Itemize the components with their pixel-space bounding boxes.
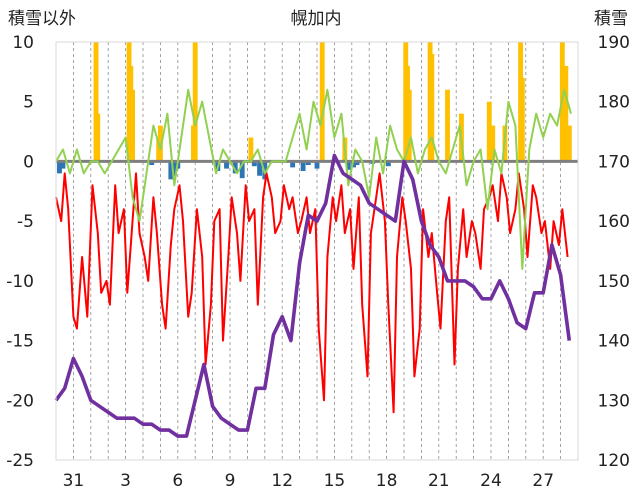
x-ticks: 31 3 6 9 12 15 18 21 24 27 (63, 471, 554, 491)
precipitation-bar (157, 125, 163, 162)
precipitation-bar (519, 77, 525, 162)
snow_change-bar (351, 161, 356, 168)
y-right-tick-label: 180 (598, 93, 630, 113)
snow_change-bar (168, 161, 174, 180)
x-tick-label: 15 (324, 471, 346, 491)
x-tick-label: 18 (376, 471, 398, 491)
snow_change-bar (251, 161, 257, 167)
precipitation-bar (248, 137, 254, 162)
snow_change-bar (385, 161, 391, 167)
precipitation-bar (486, 101, 492, 162)
y-left-tick-label: -5 (17, 212, 34, 232)
x-tick-label: 21 (428, 471, 450, 491)
x-tick-label: 9 (225, 471, 236, 491)
precipitation-bar (130, 89, 135, 162)
y-right-tick-label: 170 (598, 152, 630, 172)
snow_change-bar (354, 161, 360, 166)
precipitation-bar (566, 125, 572, 162)
y-left-tick-label: -25 (6, 451, 34, 471)
snow_change-bar (60, 161, 66, 169)
snow_change-bar (314, 161, 320, 169)
y-left-ticks: 10 5 0 -5 -10 -15 -20 -25 (6, 33, 34, 471)
y-left-tick-label: 10 (12, 33, 34, 53)
snow_change-bar (300, 161, 306, 171)
snow_change-bar (239, 161, 245, 179)
precipitation-bar (93, 42, 99, 162)
y-right-axis-label: 積雪 (594, 9, 628, 29)
y-left-axis-label: 積雪以外 (8, 9, 76, 29)
y-right-tick-label: 120 (598, 451, 630, 471)
precipitation-bar (445, 89, 450, 162)
y-left-tick-label: -15 (6, 332, 34, 352)
y-right-tick-label: 190 (598, 33, 630, 53)
snow_change-bar (290, 161, 296, 168)
y-right-tick-label: 140 (598, 332, 630, 352)
x-tick-label: 27 (532, 471, 554, 491)
snow_change-bar (149, 161, 155, 166)
plot-frame (55, 41, 579, 461)
x-tick-label: 6 (172, 471, 183, 491)
snow_change-bar (257, 161, 263, 176)
x-tick-label: 3 (120, 471, 131, 491)
precipitation-bar (406, 89, 412, 162)
y-left-tick-label: 0 (23, 152, 34, 172)
grid-lines (73, 42, 561, 460)
snow_change-bar (305, 161, 311, 166)
lines-layer (54, 88, 572, 438)
snow_change-bar (224, 161, 229, 169)
precipitation-bar (192, 42, 198, 162)
x-tick-label: 24 (480, 471, 502, 491)
temperature-line (55, 172, 569, 414)
snow_change-bar (232, 161, 238, 174)
y-right-tick-label: 160 (598, 212, 630, 232)
y-right-tick-label: 150 (598, 272, 630, 292)
y-left-tick-label: -20 (6, 391, 34, 411)
bars-layer (57, 42, 572, 180)
snow_change-bar (57, 161, 62, 174)
chart-title: 幌加内 (291, 9, 342, 29)
y-right-ticks: 190 180 170 160 150 140 130 120 (598, 33, 630, 471)
snow_depth-line (54, 153, 572, 438)
precipitation-bar (563, 65, 569, 162)
y-left-tick-label: -10 (6, 272, 34, 292)
precipitation-bar (429, 53, 435, 162)
precipitation-bar (490, 125, 496, 162)
snow_change-bar (171, 161, 177, 176)
y-right-tick-label: 130 (598, 391, 630, 411)
precipitation-bar (319, 42, 325, 162)
precipitation-bar (95, 113, 101, 162)
x-tick-label: 31 (63, 471, 85, 491)
y-left-tick-label: 5 (23, 93, 34, 113)
x-tick-label: 12 (271, 471, 293, 491)
snow_change-bar (345, 161, 351, 170)
sunshine-line (55, 88, 572, 270)
